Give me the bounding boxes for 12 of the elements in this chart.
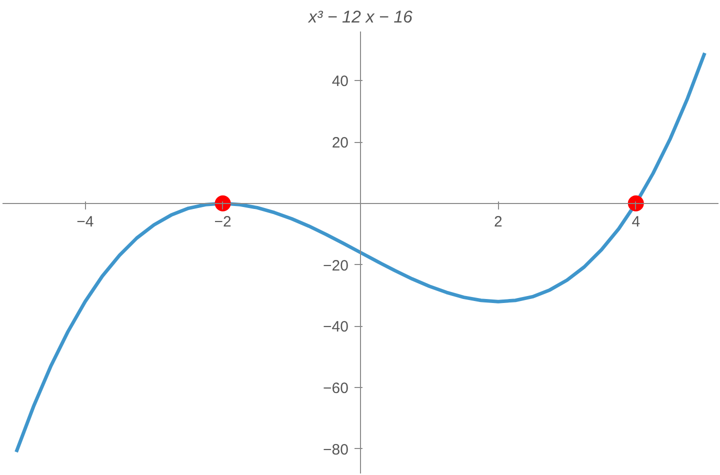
x-tick-label: 4: [632, 213, 640, 230]
y-tick-label: −40: [323, 318, 349, 336]
y-tick-label: 20: [332, 134, 349, 152]
y-tick-label: −60: [323, 380, 349, 398]
y-tick-label: −20: [323, 257, 349, 274]
x-tick-label: −2: [214, 213, 232, 230]
y-axis-title: x³ − 12 x − 16: [308, 8, 414, 26]
y-tick-label: 40: [332, 73, 349, 90]
x-tick-label: 2: [494, 213, 502, 230]
y-tick-label: −80: [323, 441, 349, 458]
x-tick-label: −4: [76, 213, 94, 230]
line-series: [14, 51, 706, 454]
